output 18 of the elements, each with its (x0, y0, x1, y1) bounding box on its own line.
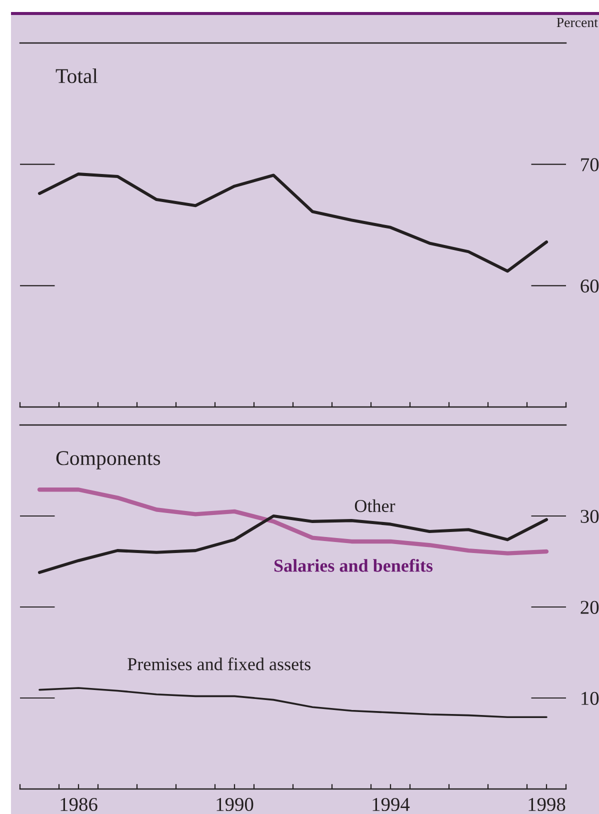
x-tick-label: 1986 (60, 798, 98, 812)
line-series (38, 172, 548, 273)
y-tick-label: 60 (580, 279, 599, 293)
x-tick-label: 1994 (372, 798, 410, 812)
series-label: Premises and fixed assets (128, 657, 310, 670)
text: Components (56, 451, 160, 470)
line-series (38, 687, 548, 718)
y-axis-title: Percent (556, 18, 598, 28)
series-label: Other (354, 499, 396, 512)
x-tick-label: 1990 (216, 798, 254, 812)
text: Total (56, 68, 98, 84)
y-tick-label: 30 (580, 510, 599, 523)
series-label: Salaries and benefits (274, 558, 433, 572)
y-tick-label: 70 (581, 158, 599, 172)
x-tick-label: 1998 (528, 798, 566, 812)
y-tick-label: 20 (580, 600, 599, 614)
y-tick-label: 10 (582, 692, 599, 705)
line-series (37, 488, 549, 556)
